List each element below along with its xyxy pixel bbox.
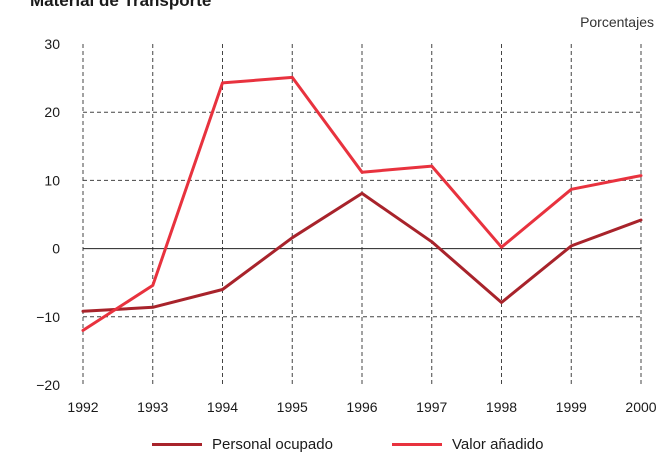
legend-label-personal-ocupado: Personal ocupado [212, 436, 333, 453]
legend-item-valor-anadido: Valor añadido [392, 436, 543, 453]
x-tick-1992: 1992 [67, 399, 98, 415]
series-personal-ocupado [81, 191, 643, 313]
x-tick-2000: 2000 [625, 399, 656, 415]
y-tick-4: −10 [36, 309, 60, 325]
x-tick-1995: 1995 [277, 399, 308, 415]
x-tick-1996: 1996 [346, 399, 377, 415]
legend-label-valor-anadido: Valor añadido [452, 436, 544, 453]
grid-lines [82, 44, 642, 385]
units-label: Porcentajes [580, 14, 654, 30]
y-tick-1: 20 [44, 104, 60, 120]
legend-item-personal-ocupado: Personal ocupado [152, 436, 333, 453]
x-tick-1997: 1997 [416, 399, 447, 415]
x-tick-1994: 1994 [207, 399, 238, 415]
y-tick-2: 10 [44, 172, 60, 188]
axis-labels: 1992 1993 1994 1995 1996 1997 1998 1999 2000 30 20… [36, 36, 657, 415]
series-valor-anadido [81, 75, 643, 332]
line-chart: 1992 1993 1994 1995 1996 1997 1998 1999 2000 30 20… [36, 36, 657, 415]
legend-swatch-valor-anadido [392, 443, 442, 446]
legend: Personal ocupado Valor añadido [0, 436, 664, 458]
series-lines [81, 75, 643, 332]
y-tick-3: 0 [52, 241, 60, 257]
x-tick-1993: 1993 [137, 399, 168, 415]
chart-title: Material de Transporte [30, 0, 212, 10]
y-tick-5: −20 [36, 377, 60, 393]
x-tick-1999: 1999 [556, 399, 587, 415]
y-tick-0: 30 [44, 36, 60, 52]
x-tick-1998: 1998 [486, 399, 517, 415]
legend-swatch-personal-ocupado [152, 443, 202, 446]
